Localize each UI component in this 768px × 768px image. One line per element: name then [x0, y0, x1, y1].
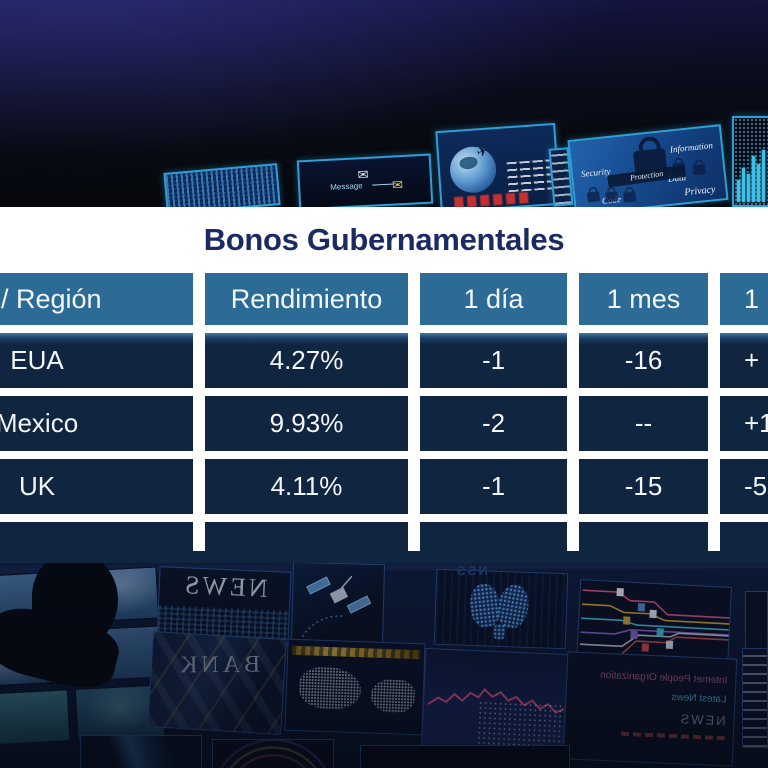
message-screen: ✉ ✉ Message: [296, 153, 434, 207]
chart-bar: [757, 164, 760, 202]
flow-diagram-screen: [575, 579, 733, 671]
cell-rendimiento-mexico: 9.93%: [205, 396, 408, 451]
white-ticker-text: [506, 159, 553, 193]
map-header-bar: [292, 645, 421, 660]
column-separator: [193, 522, 205, 551]
map-continent: [298, 666, 362, 711]
dark-screen: [360, 745, 570, 768]
mirrored-line: Internet People Organization: [599, 669, 728, 687]
bonds-table: vo/ Región Rendimiento 1 día 1 mes 1 EUA…: [0, 273, 768, 514]
mirrored-text-block: Internet People Organization Latest News…: [572, 661, 728, 758]
matrix-code-screen: [163, 163, 281, 207]
header-cell-last: 1: [720, 273, 768, 325]
abstract-blue-screen: [80, 735, 202, 768]
cell-1dia-mexico: -2: [420, 396, 567, 451]
nss-mirrored-label: NSS: [455, 563, 488, 578]
chart-bar: [742, 168, 745, 202]
cell-last-uk: -5: [720, 459, 768, 514]
red-ticker-text: [453, 191, 529, 207]
line-chart-screen: [420, 647, 570, 765]
connector-line: [372, 183, 395, 186]
mirrored-line: Latest News: [671, 691, 727, 706]
mirrored-text-screen: Internet People Organization Latest News…: [562, 651, 738, 767]
padlock-icon: [605, 191, 619, 203]
chart-bar: [762, 150, 765, 202]
message-label: Message: [329, 181, 363, 192]
column-separator: [408, 522, 420, 551]
news-mirrored-label: NEWS: [181, 570, 269, 603]
brain-scan-screen: [433, 568, 569, 650]
bar-chart-screen: [732, 116, 768, 207]
cell-last-eua: +: [720, 333, 768, 388]
globe-icon: [448, 145, 498, 195]
padlock-icon: [692, 164, 706, 176]
cell-1dia-uk: -1: [420, 459, 567, 514]
sky-tile: [0, 689, 71, 746]
information-label: Information: [669, 140, 714, 155]
security-label: Security: [580, 165, 611, 179]
page-title: Bonos Gubernamentales: [203, 222, 565, 257]
arc-chart-screen: [212, 739, 334, 768]
envelope-icon: ✉: [391, 177, 404, 193]
header-cell-1dia: 1 día: [420, 273, 567, 325]
control-room-photo-top: ✉ ✉ Message ✈ Security Code Information …: [0, 0, 768, 207]
chart-bar: [737, 180, 740, 202]
cell-last-mexico: +1: [720, 396, 768, 451]
cell-1mes-mexico: --: [579, 396, 708, 451]
privacy-label: Privacy: [683, 184, 716, 199]
satellite-screen: [290, 563, 386, 647]
padlock-icon: [623, 191, 637, 203]
brain-graphic: [492, 623, 506, 641]
header-cell-region: vo/ Región: [0, 273, 193, 325]
cell-region-eua: EUA: [0, 333, 193, 388]
bank-mirrored-label: BANK: [175, 651, 261, 679]
column-separator: [567, 522, 579, 551]
chart-bar: [747, 174, 750, 202]
cell-1dia-eua: -1: [420, 333, 567, 388]
control-room-photo-bottom: NEWS NSS: [0, 563, 768, 768]
security-screen: Security Code Information Data Privacy P…: [567, 124, 729, 207]
header-cell-rendimiento: Rendimiento: [205, 273, 408, 325]
map-continent: [370, 678, 416, 715]
cell-region-mexico: Mexico: [0, 396, 193, 451]
title-band: Bonos Gubernamentales: [0, 207, 768, 273]
text-list-screen: [742, 648, 768, 748]
world-map-screen: [284, 638, 426, 736]
mirrored-line: NEWS: [678, 711, 726, 729]
cell-1mes-eua: -16: [579, 333, 708, 388]
globe-news-screen: ✈: [435, 122, 561, 207]
header-cell-1mes: 1 mes: [579, 273, 708, 325]
table-footer-strip: [0, 522, 768, 563]
padlock-icon: [586, 191, 601, 203]
column-separator: [708, 522, 720, 551]
mirrored-red-text-row: [618, 731, 725, 741]
cell-rendimiento-uk: 4.11%: [205, 459, 408, 514]
cell-rendimiento-eua: 4.27%: [205, 333, 408, 388]
chart-bar: [752, 156, 755, 202]
bank-window-screen: BANK: [147, 630, 287, 736]
cell-region-uk: UK: [0, 459, 193, 514]
cell-1mes-uk: -15: [579, 459, 708, 514]
